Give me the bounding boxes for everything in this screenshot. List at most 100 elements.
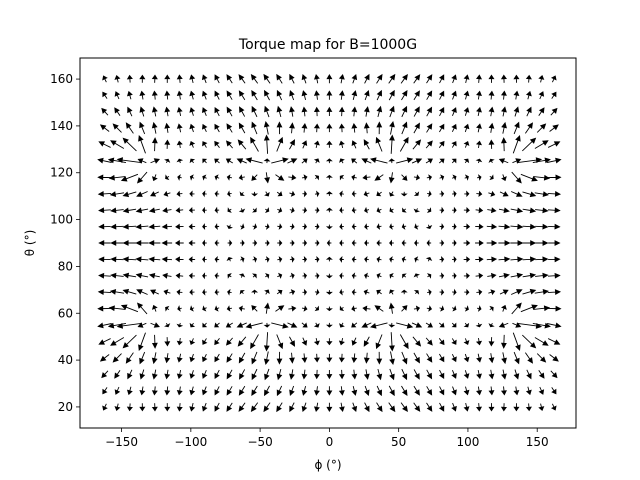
quiver-arrow [389, 223, 394, 230]
quiver-arrow [251, 289, 259, 295]
quiver-arrow [376, 368, 383, 381]
quiver-arrow [351, 158, 358, 164]
quiver-arrow [151, 386, 158, 396]
quiver-arrow [535, 223, 549, 230]
quiver-arrow [301, 73, 308, 84]
quiver-arrow [189, 174, 195, 181]
quiver-arrow [463, 338, 470, 346]
quiver-arrow [376, 207, 382, 214]
quiver-arrow [463, 322, 470, 328]
quiver-arrow [510, 256, 524, 263]
quiver-arrow [201, 353, 208, 363]
quiver-arrow [164, 74, 171, 83]
quiver-arrow [464, 305, 469, 312]
quiver-arrow [351, 402, 358, 413]
quiver-arrow [438, 322, 445, 328]
quiver-arrow [426, 207, 432, 213]
quiver-arrow [110, 140, 125, 149]
quiver-arrow [251, 385, 258, 396]
quiver-arrow [513, 121, 520, 135]
quiver-arrow [526, 106, 532, 117]
quiver-arrow [289, 272, 295, 280]
quiver-arrow [487, 207, 497, 214]
quiver-arrow [426, 353, 433, 363]
quiver-arrow [488, 122, 495, 133]
quiver-arrow [189, 288, 195, 296]
quiver-arrow [476, 190, 483, 198]
quiver-arrow [426, 239, 432, 247]
quiver-arrow [122, 191, 137, 198]
quiver-arrow [265, 207, 270, 214]
quiver-arrow [501, 174, 507, 182]
quiver-arrow [526, 369, 532, 380]
quiver-arrow [522, 191, 537, 198]
quiver-arrow [525, 90, 532, 100]
quiver-arrow [338, 90, 345, 100]
quiver-arrow [426, 123, 433, 133]
quiver-arrow [411, 322, 423, 328]
quiver-arrow [401, 174, 408, 181]
quiver-arrow [452, 288, 457, 296]
quiver-arrow [439, 123, 445, 133]
quiver-arrow [451, 141, 457, 148]
quiver-arrow [289, 190, 296, 197]
quiver-arrow [226, 174, 233, 181]
quiver-arrow [174, 239, 184, 247]
quiver-arrow [313, 338, 320, 346]
quiver-arrow [413, 305, 421, 312]
quiver-arrow [463, 107, 470, 116]
quiver-arrow [225, 158, 233, 164]
quiver-arrow [251, 368, 258, 381]
quiver-arrow [363, 369, 370, 380]
quiver-arrow [501, 352, 507, 365]
quiver-arrow [189, 353, 196, 363]
quiver-arrow [488, 90, 495, 100]
quiver-arrow [287, 322, 298, 328]
quiver-arrow [326, 386, 333, 396]
quiver-arrow [426, 402, 433, 412]
quiver-arrow [325, 306, 333, 312]
quiver-arrow [498, 240, 511, 246]
quiver-arrow [370, 157, 388, 164]
quiver-arrow [189, 123, 196, 133]
quiver-arrow [451, 353, 457, 363]
quiver-arrow [314, 255, 320, 263]
quiver-arrow [302, 223, 308, 231]
quiver-arrow [176, 190, 183, 198]
quiver-arrow [326, 239, 332, 247]
quiver-arrow [177, 174, 182, 181]
quiver-arrow [301, 174, 308, 181]
quiver-arrow [376, 191, 382, 197]
quiver-arrow [488, 403, 495, 412]
quiver-arrow [161, 223, 172, 230]
quiver-arrow [313, 369, 320, 380]
quiver-arrow [547, 174, 562, 181]
quiver-arrow [427, 288, 432, 296]
quiver-arrow [463, 140, 470, 148]
quiver-arrow [163, 190, 171, 197]
quiver-arrow [122, 256, 137, 263]
quiver-arrow [476, 288, 483, 296]
quiver-arrow [547, 322, 562, 329]
quiver-arrow [276, 136, 284, 152]
quiver-arrow [463, 370, 470, 379]
quiver-arrow [389, 368, 395, 381]
quiver-arrow [202, 190, 207, 198]
quiver-arrow [522, 240, 537, 246]
quiver-arrow [351, 90, 358, 100]
quiver-arrow [413, 352, 420, 364]
quiver-arrow [265, 272, 270, 279]
quiver-arrow [388, 402, 396, 413]
quiver-arrow [401, 385, 408, 396]
quiver-arrow [226, 106, 233, 117]
quiver-arrow [535, 240, 549, 246]
quiver-arrow [463, 239, 471, 247]
quiver-arrow [499, 191, 509, 197]
quiver-arrow [289, 73, 295, 84]
quiver-arrow [98, 223, 111, 230]
quiver-arrow [463, 353, 470, 363]
quiver-arrow [202, 223, 207, 231]
quiver-arrow [533, 305, 551, 312]
quiver-arrow [98, 272, 111, 279]
quiver-arrow [110, 240, 124, 246]
